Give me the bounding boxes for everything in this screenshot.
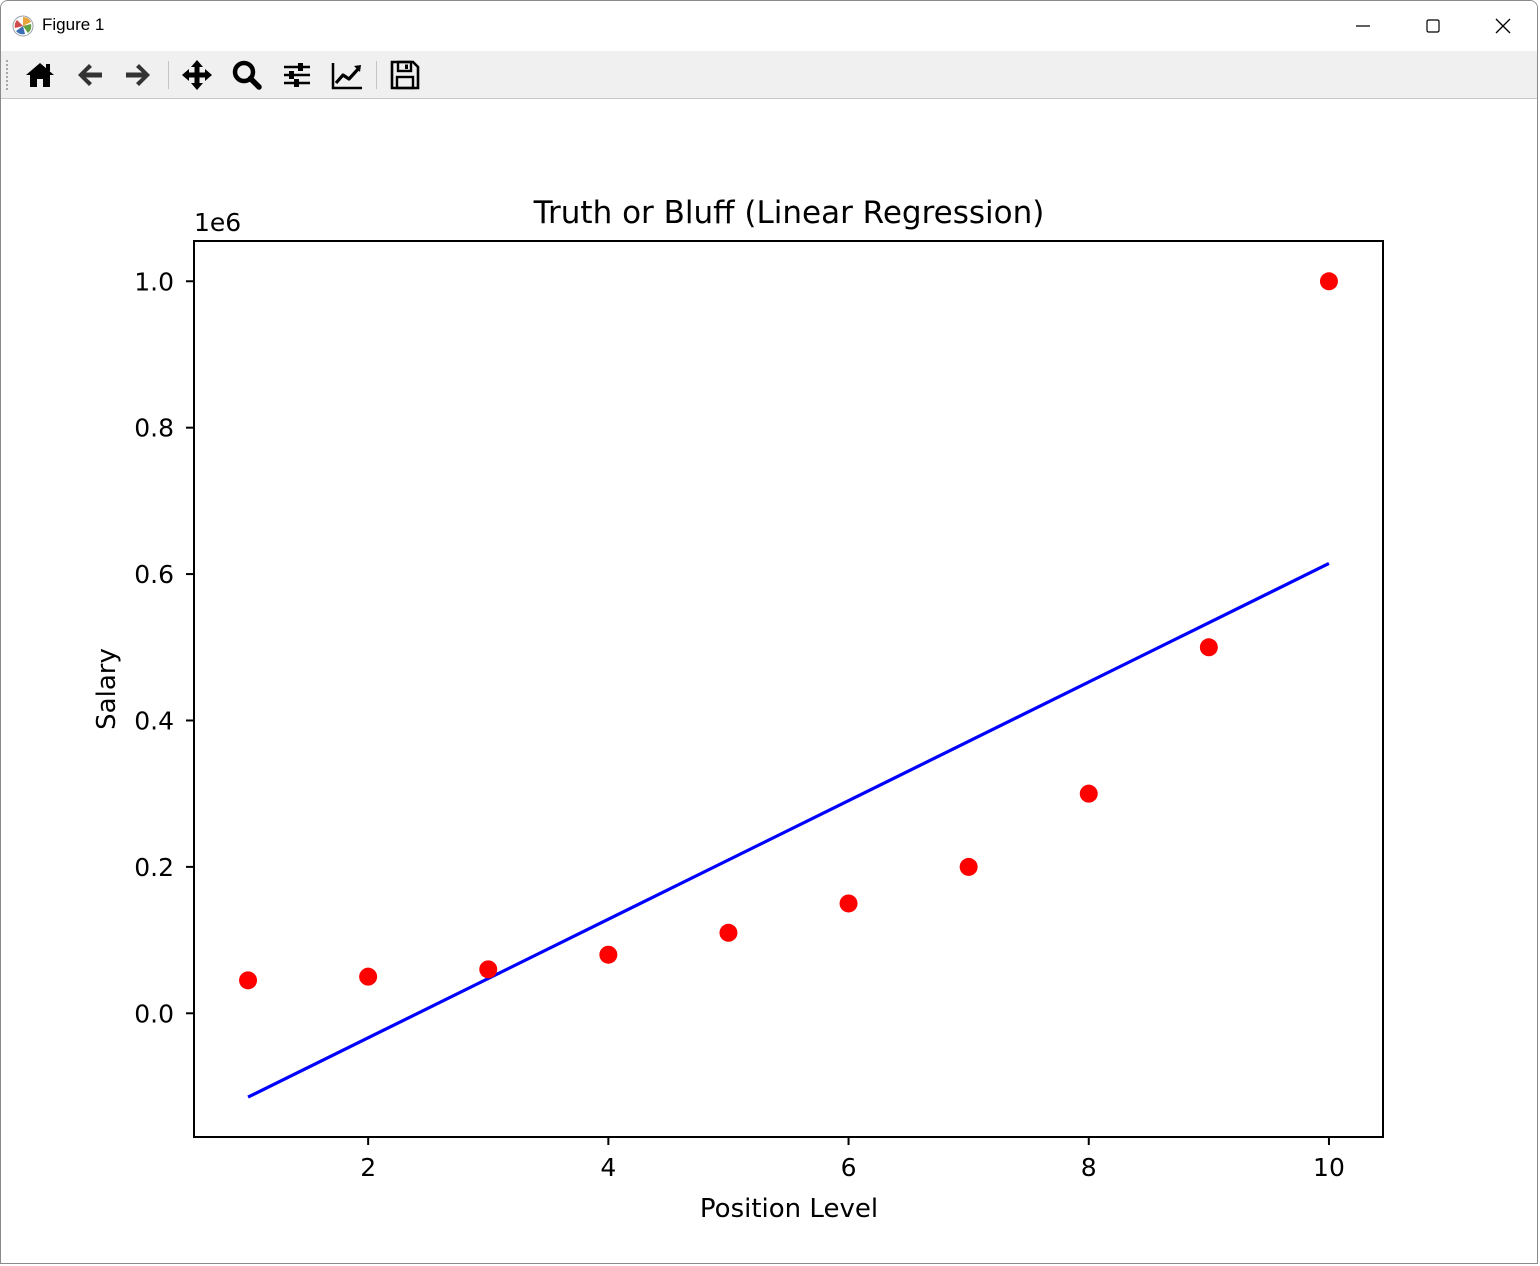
magnifier-icon <box>232 60 262 90</box>
scatter-point <box>359 967 378 986</box>
scatter-point <box>239 971 258 990</box>
matplotlib-logo-icon <box>12 15 34 37</box>
y-tick-label: 0.6 <box>134 560 174 589</box>
scatter-point <box>839 894 858 913</box>
scatter-point <box>959 857 978 876</box>
maximize-icon <box>1426 19 1440 33</box>
arrow-right-icon <box>126 64 150 86</box>
chart-title: Truth or Bluff (Linear Regression) <box>533 195 1045 231</box>
zoom-button[interactable] <box>227 57 267 93</box>
figure-canvas[interactable]: Truth or Bluff (Linear Regression) 1e6 P… <box>1 99 1537 1263</box>
x-tick-label: 8 <box>1081 1153 1097 1182</box>
back-button[interactable] <box>70 57 110 93</box>
window-title: Figure 1 <box>42 15 105 34</box>
scatter-point <box>479 960 498 979</box>
toolbar-grip[interactable] <box>5 59 9 91</box>
regression-line <box>247 562 1330 1099</box>
x-axis-ticks: 2 4 6 8 10 <box>360 1137 1345 1182</box>
floppy-disk-icon <box>390 60 420 90</box>
x-axis-label: Position Level <box>700 1194 878 1224</box>
line-chart-icon <box>331 63 362 90</box>
forward-button[interactable] <box>118 57 158 93</box>
title-bar[interactable]: Figure 1 <box>1 1 1537 51</box>
y-axis-label: Salary <box>92 648 122 730</box>
scatter-chart: Truth or Bluff (Linear Regression) 1e6 P… <box>92 195 1384 1224</box>
home-icon <box>26 63 54 87</box>
plot-series <box>239 272 1338 1099</box>
y-tick-label: 0.0 <box>134 999 174 1028</box>
navigation-toolbar <box>1 51 1537 99</box>
move-arrows-icon <box>182 60 212 90</box>
configure-subplots-button[interactable] <box>277 57 317 93</box>
x-tick-label: 10 <box>1313 1153 1345 1182</box>
scatter-point <box>719 923 738 942</box>
scatter-point <box>1199 638 1218 657</box>
maximize-button[interactable] <box>1398 1 1468 51</box>
scatter-point <box>1319 272 1338 291</box>
y-tick-label: 0.2 <box>134 853 174 882</box>
pan-button[interactable] <box>177 57 217 93</box>
x-tick-label: 6 <box>841 1153 857 1182</box>
scatter-point <box>1079 784 1098 803</box>
y-axis-ticks: 0.0 0.2 0.4 0.6 0.8 1.0 <box>134 267 194 1028</box>
close-button[interactable] <box>1468 1 1537 51</box>
arrow-left-icon <box>78 64 102 86</box>
plot-frame <box>193 240 1384 1138</box>
minimize-button[interactable] <box>1328 1 1398 51</box>
x-tick-label: 4 <box>600 1153 616 1182</box>
close-icon <box>1495 18 1511 34</box>
y-tick-label: 0.8 <box>134 414 174 443</box>
save-button[interactable] <box>385 57 425 93</box>
x-tick-label: 2 <box>360 1153 376 1182</box>
y-tick-label: 0.4 <box>134 706 174 735</box>
sliders-icon <box>284 63 310 87</box>
y-tick-label: 1.0 <box>134 267 174 296</box>
scatter-point <box>599 945 618 964</box>
edit-axis-button[interactable] <box>327 57 367 93</box>
minimize-icon <box>1356 25 1370 27</box>
toolbar-separator <box>376 61 377 89</box>
home-button[interactable] <box>20 57 60 93</box>
y-offset-label: 1e6 <box>194 208 241 237</box>
toolbar-separator <box>168 61 169 89</box>
